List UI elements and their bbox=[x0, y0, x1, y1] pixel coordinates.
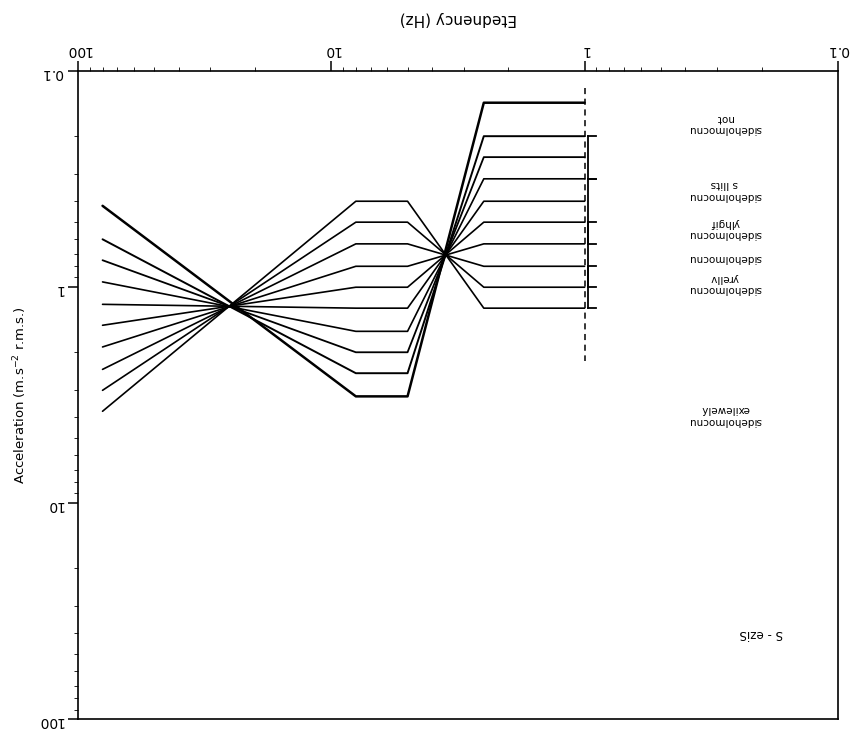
Text: sideholmocnu
exilewelʎ: sideholmocnu exilewelʎ bbox=[688, 404, 761, 426]
Text: sideholmocnu: sideholmocnu bbox=[688, 253, 761, 262]
Text: S - eziS: S - eziS bbox=[740, 627, 783, 640]
Title: Etednency (Hz): Etednency (Hz) bbox=[399, 11, 517, 26]
Text: sideholmocnu
s llits: sideholmocnu s llits bbox=[688, 180, 761, 201]
Y-axis label: Acceleration (m.s$^{-2}$ r.m.s.): Acceleration (m.s$^{-2}$ r.m.s.) bbox=[11, 307, 28, 484]
Text: sideholmocnu
not: sideholmocnu not bbox=[688, 113, 761, 134]
Text: sideholmocnu
yrellv: sideholmocnu yrellv bbox=[688, 273, 761, 294]
Text: sideholmocnu
ylhgif: sideholmocnu ylhgif bbox=[688, 218, 761, 239]
